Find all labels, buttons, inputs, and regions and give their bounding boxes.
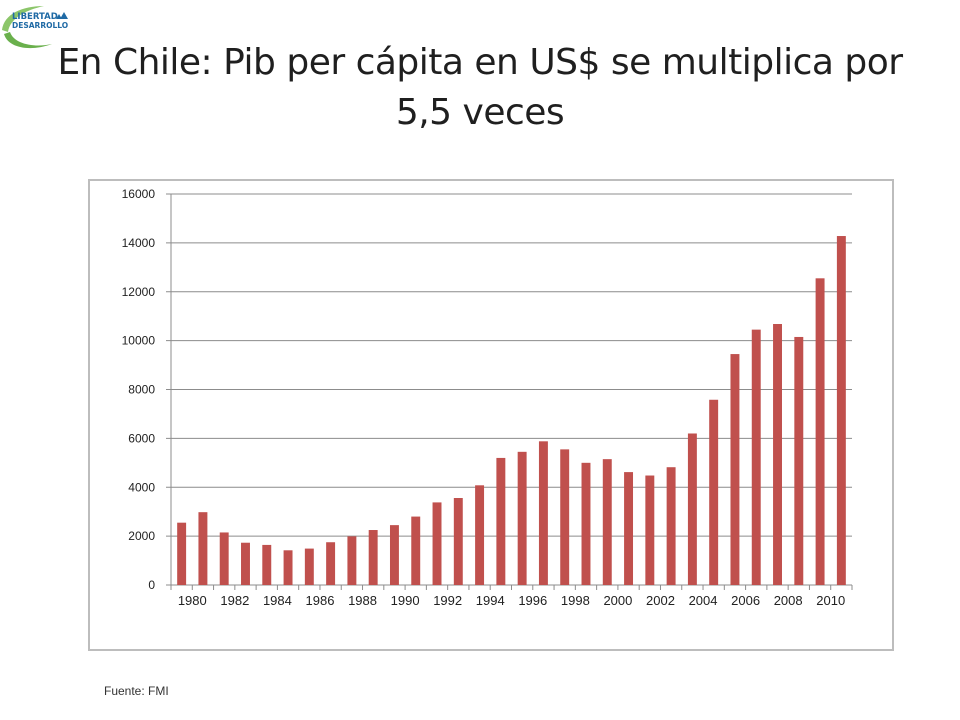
x-tick-label: 1998 [561, 593, 590, 608]
bar-2001 [624, 472, 634, 585]
slide-title-line2: 5,5 veces [395, 92, 565, 133]
bar-1996 [517, 451, 527, 585]
bar-1989 [368, 530, 378, 585]
bar-1999 [581, 462, 591, 585]
bar-1997 [538, 441, 548, 585]
bar-1984 [262, 544, 272, 585]
bar-1995 [496, 457, 506, 585]
bar-1992 [432, 502, 442, 585]
x-tick-label: 1980 [178, 593, 207, 608]
x-tick-label: 1994 [476, 593, 505, 608]
bar-1988 [347, 536, 357, 585]
bar-1991 [411, 516, 421, 585]
y-tick-label: 0 [148, 578, 155, 592]
bar-1985 [283, 550, 293, 585]
bar-1990 [389, 525, 399, 585]
bar-1987 [326, 542, 336, 585]
bar-2008 [773, 324, 782, 585]
bar-2010 [815, 278, 825, 585]
bar-1994 [475, 485, 485, 585]
x-tick-label: 1992 [433, 593, 462, 608]
x-tick-label: 2006 [731, 593, 760, 608]
y-tick-label: 6000 [128, 431, 155, 445]
slide-title: En Chile: Pib per cápita en US$ se multi… [40, 38, 920, 138]
logo-swoosh-icon: LIBERTAD DESARROLLO [2, 6, 68, 49]
bar-2003 [666, 467, 676, 585]
bar-1993 [453, 498, 463, 585]
bar-2011 [836, 236, 846, 585]
x-tick-label: 1990 [391, 593, 420, 608]
bar-2000 [602, 459, 612, 585]
chart-frame: 0 2000 4000 6000 8000 10000 12000 14000 16000 19… [88, 179, 894, 651]
bar-1986 [304, 548, 314, 585]
bar-2005 [709, 399, 719, 585]
y-tick-label: 16000 [122, 187, 156, 201]
x-tick-label: 1986 [306, 593, 335, 608]
logo-text-line1: LIBERTAD [12, 12, 58, 22]
x-tick-label: 2004 [689, 593, 718, 608]
bar-2007 [751, 329, 761, 585]
x-tick-label: 1982 [220, 593, 249, 608]
bar-2006 [730, 354, 740, 585]
bar-1980 [177, 522, 187, 585]
bar-1983 [241, 542, 250, 585]
y-tick-label: 14000 [122, 236, 156, 250]
x-tick-label: 2000 [603, 593, 632, 608]
libertad-desarrollo-logo: LIBERTAD DESARROLLO [0, 0, 80, 52]
x-tick-label: 2008 [774, 593, 803, 608]
y-tick-label: 4000 [128, 480, 155, 494]
source-note: Fuente: FMI [104, 684, 169, 698]
y-tick-label: 2000 [128, 529, 155, 543]
y-tick-label: 12000 [122, 285, 156, 299]
bar-2009 [794, 336, 804, 585]
x-tick-label: 1996 [518, 593, 547, 608]
bar-2002 [645, 475, 655, 585]
slide-title-line1: En Chile: Pib per cápita en US$ se multi… [57, 42, 903, 83]
bar-2004 [687, 433, 697, 585]
x-tick-label: 1988 [348, 593, 377, 608]
x-tick-label: 2002 [646, 593, 675, 608]
x-tick-label: 2010 [816, 593, 845, 608]
gdp-per-capita-bar-chart: 0 2000 4000 6000 8000 10000 12000 14000 16000 19… [122, 187, 853, 608]
bar-1981 [198, 512, 208, 585]
bar-1998 [560, 449, 570, 585]
bar-1982 [219, 532, 229, 585]
y-tick-label: 10000 [122, 334, 156, 348]
logo-text-line2: DESARROLLO [12, 21, 68, 30]
x-tick-label: 1984 [263, 593, 292, 608]
y-tick-label: 8000 [128, 383, 155, 397]
